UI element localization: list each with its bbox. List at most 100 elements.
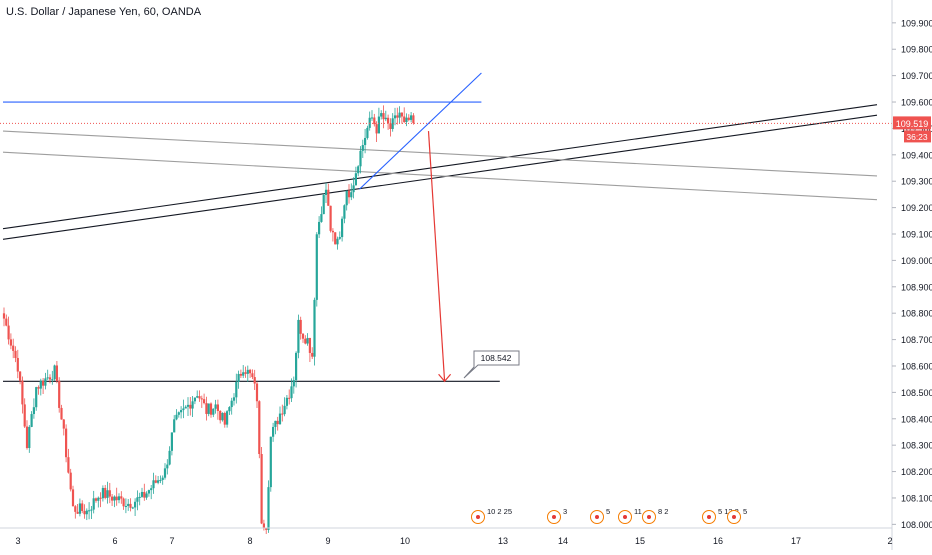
candle-up-body bbox=[278, 413, 282, 425]
forecast-arrow-line[interactable] bbox=[427, 131, 446, 382]
candle-up-body bbox=[398, 112, 401, 118]
candle-down-body bbox=[83, 510, 86, 515]
time-tick-label: 15 bbox=[635, 536, 645, 546]
candle-down-body bbox=[14, 350, 17, 358]
candle-up-body bbox=[39, 380, 42, 389]
trendline-upper-line[interactable] bbox=[2, 104, 878, 230]
channel-gray-lower-line[interactable] bbox=[2, 151, 878, 201]
candle-up-body bbox=[191, 401, 194, 409]
time-tick-label: 17 bbox=[791, 536, 801, 546]
drawings-front[interactable]: 108.542 bbox=[0, 122, 892, 383]
candle-up-body bbox=[30, 414, 33, 427]
candle-down-body bbox=[403, 116, 406, 122]
candle-down-body bbox=[62, 419, 65, 429]
candle-down-body bbox=[219, 410, 222, 421]
candle-down-body bbox=[331, 230, 334, 233]
candle-down-body bbox=[23, 404, 26, 427]
candle-up-body bbox=[320, 214, 323, 222]
candle-down-body bbox=[375, 124, 378, 134]
price-axis[interactable]: 109.900109.800109.700109.600109.500109.4… bbox=[891, 0, 932, 550]
rising-wedge-line[interactable] bbox=[359, 72, 482, 190]
candle-down-body bbox=[329, 205, 332, 231]
candle-down-body bbox=[216, 404, 219, 411]
event-badge-label: 8 2 bbox=[658, 507, 668, 516]
candle-up-body bbox=[272, 426, 275, 437]
candle-up-body bbox=[182, 408, 185, 411]
candle-up-body bbox=[170, 432, 173, 451]
candle-up-body bbox=[90, 509, 93, 511]
candle-up-body bbox=[32, 407, 35, 415]
candle-up-body bbox=[88, 510, 91, 512]
price-tick-label: 108.000 bbox=[901, 520, 932, 530]
event-badges[interactable]: 10 2 25 3 5 11 8 2 5 12 2 5 bbox=[471, 507, 748, 524]
candle-up-body bbox=[391, 118, 394, 129]
candle-up-body bbox=[212, 408, 215, 415]
candle-up-body bbox=[350, 192, 353, 198]
trendline-lower-line[interactable] bbox=[2, 114, 878, 240]
candle-down-body bbox=[111, 496, 114, 501]
candle-up-body bbox=[159, 479, 162, 481]
time-tick-label: 13 bbox=[498, 536, 508, 546]
candle-down-body bbox=[55, 365, 58, 381]
candle-down-body bbox=[67, 457, 70, 473]
candle-down-body bbox=[120, 496, 123, 499]
candle-down-body bbox=[260, 454, 263, 524]
candle-down-body bbox=[400, 112, 403, 117]
countdown-label: 36:23 bbox=[906, 132, 928, 142]
candle-up-body bbox=[53, 365, 56, 380]
time-tick-label: 16 bbox=[713, 536, 723, 546]
event-dot-icon bbox=[552, 515, 556, 519]
candle-down-body bbox=[122, 498, 125, 507]
candle-up-body bbox=[228, 407, 231, 412]
price-tick-label: 108.900 bbox=[901, 282, 932, 292]
candle-down-body bbox=[209, 403, 213, 415]
candle-up-body bbox=[235, 381, 238, 398]
candle-down-body bbox=[71, 489, 75, 507]
candle-down-body bbox=[244, 372, 247, 374]
candle-down-body bbox=[387, 117, 390, 124]
time-tick-label: 3 bbox=[15, 536, 20, 546]
candle-down-body bbox=[407, 117, 410, 120]
candle-down-body bbox=[7, 325, 10, 340]
candle-up-body bbox=[324, 189, 328, 195]
candle-up-body bbox=[51, 379, 54, 381]
candle-down-body bbox=[58, 380, 61, 408]
candle-down-body bbox=[373, 117, 376, 125]
forecast-arrow-head[interactable] bbox=[438, 373, 452, 383]
candle-down-body bbox=[42, 380, 45, 386]
candle-down-body bbox=[382, 113, 385, 120]
event-badge-label: 5 bbox=[743, 507, 747, 516]
candle-up-body bbox=[405, 117, 408, 122]
candle-up-body bbox=[226, 411, 229, 425]
time-tick-label: 9 bbox=[325, 536, 330, 546]
target-callout-box[interactable] bbox=[463, 350, 520, 379]
candle-down-body bbox=[12, 345, 15, 351]
candle-down-body bbox=[301, 333, 305, 339]
candle-up-body bbox=[173, 419, 176, 433]
candle-down-body bbox=[265, 527, 268, 530]
candle-up-body bbox=[322, 194, 325, 215]
candle-up-body bbox=[368, 117, 371, 128]
time-axis[interactable]: 3 6 7 8 9 10 13 14 15 16 17 2 bbox=[0, 527, 893, 546]
event-badge-label: 5 bbox=[606, 507, 610, 516]
event-badge-label: 5 12 2 bbox=[718, 507, 739, 516]
candle-down-body bbox=[299, 319, 302, 334]
price-tick-label: 109.800 bbox=[901, 45, 932, 55]
candle-up-body bbox=[345, 190, 348, 206]
price-tick-label: 108.500 bbox=[901, 388, 932, 398]
channel-gray-upper-line[interactable] bbox=[2, 130, 878, 177]
candle-down-body bbox=[262, 523, 265, 528]
price-tick-label: 108.200 bbox=[901, 467, 932, 477]
drawings-back[interactable] bbox=[2, 72, 878, 382]
candle-up-body bbox=[147, 490, 150, 494]
candle-down-body bbox=[334, 232, 337, 245]
candle-up-body bbox=[85, 510, 88, 515]
candle-down-body bbox=[25, 426, 29, 449]
price-tick-label: 109.400 bbox=[901, 150, 932, 160]
candle-down-body bbox=[308, 337, 311, 353]
candle-up-body bbox=[380, 113, 383, 117]
price-tick-label: 109.100 bbox=[901, 230, 932, 240]
